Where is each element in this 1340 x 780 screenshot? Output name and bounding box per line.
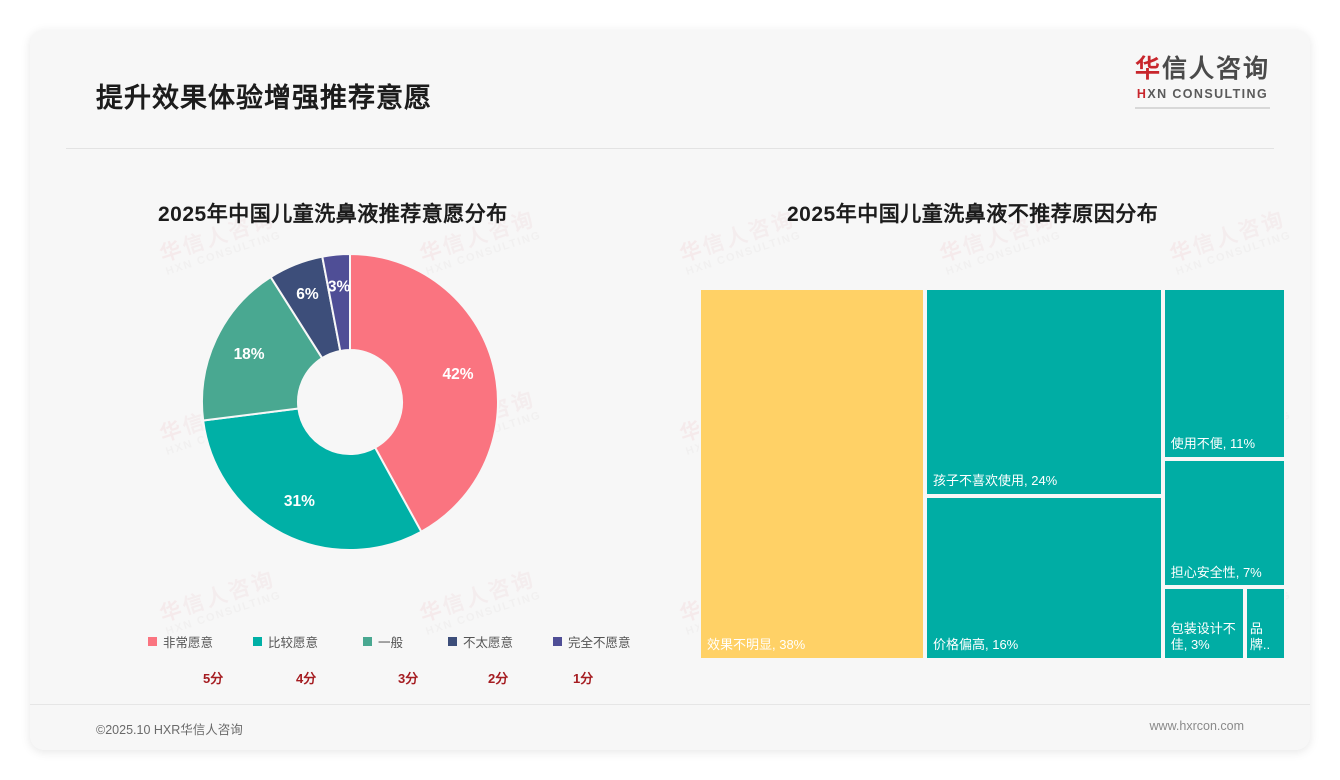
donut-slice[interactable] [321, 252, 351, 353]
reasons-treemap-chart: 效果不明显, 38% 孩子不喜欢使用, 24% 价格偏高, 16% 使用不便, 11%… [699, 288, 1286, 660]
page-title: 提升效果体验增强推荐意愿 [96, 83, 432, 113]
donut-label-group: 42% 31% 18% 6% 3% [234, 279, 474, 510]
treemap-cell-label: 价格偏高, 16% [932, 637, 1019, 653]
treemap-cell-label: 使用不便, 11% [1170, 436, 1255, 452]
score-label-0: 5分 [203, 671, 224, 686]
score-labels-row: 5分 4分 3分 2分 1分 [148, 668, 668, 694]
treemap-cell-label: 包装设计不佳, 3% [1170, 621, 1236, 653]
slide-canvas: 华信人咨询 HXN CONSULTING 华信人咨询 HXN CONSULTING 华信… [30, 30, 1310, 750]
score-label-4: 1分 [573, 671, 594, 686]
treemap-cell-label: 孩子不喜欢使用, 24% [932, 473, 1058, 489]
logo-english-rest: XN CONSULTING [1147, 86, 1269, 101]
legend-item-2[interactable]: 一般 [363, 632, 403, 651]
treemap-cell[interactable]: 包装设计不佳, 3% [1162, 587, 1245, 660]
header-divider [66, 148, 1274, 149]
donut-slice-group [201, 252, 499, 551]
footer-copyright: ©2025.10 HXR华信人咨询 [96, 723, 243, 737]
legend-item-3[interactable]: 不太愿意 [448, 632, 513, 651]
recommendation-donut-chart: 42% 31% 18% 6% 3% [200, 252, 500, 552]
treemap-cell[interactable]: 担心安全性, 7% [1162, 459, 1286, 588]
legend-item-4[interactable]: 完全不愿意 [553, 632, 631, 651]
left-chart-title: 2025年中国儿童洗鼻液推荐意愿分布 [158, 203, 508, 226]
donut-slice-label: 3% [328, 279, 351, 296]
legend-item-0[interactable]: 非常愿意 [148, 632, 213, 651]
left-chart-title-wrap: 2025年中国儿童洗鼻液推荐意愿分布 [158, 198, 508, 228]
legend-swatch-icon [448, 636, 457, 646]
logo-chinese-rest: 信人咨询 [1161, 55, 1270, 83]
treemap-cell[interactable]: 效果不明显, 38% [699, 288, 925, 660]
treemap-cell[interactable]: 使用不便, 11% [1162, 288, 1286, 460]
treemap-cell[interactable]: 孩子不喜欢使用, 24% [924, 288, 1163, 497]
score-label-1: 4分 [296, 671, 317, 686]
donut-slice-label: 18% [234, 346, 265, 363]
right-chart-title: 2025年中国儿童洗鼻液不推荐原因分布 [787, 203, 1159, 226]
legend-swatch-icon [253, 636, 262, 646]
score-label-3: 2分 [488, 671, 509, 686]
logo-chinese-red: 华 [1134, 55, 1162, 83]
treemap-cell[interactable]: 品牌.. [1244, 587, 1286, 660]
legend-item-1[interactable]: 比较愿意 [253, 632, 318, 651]
treemap-cell-label: 担心安全性, 7% [1170, 564, 1262, 580]
slide-header: 提升效果体验增强推荐意愿 华信人咨询 HXN CONSULTING [30, 30, 1310, 122]
legend-label: 完全不愿意 [568, 635, 631, 650]
treemap-cell-label: 品牌.. [1249, 621, 1271, 653]
donut-svg: 42% 31% 18% 6% 3% [201, 252, 499, 551]
legend-swatch-icon [363, 636, 372, 646]
legend-swatch-icon [553, 636, 562, 646]
logo-english-red: H [1136, 86, 1148, 101]
donut-legend: 非常愿意 比较愿意 一般 不太愿意 完全不愿意 [148, 628, 668, 654]
right-chart-title-wrap: 2025年中国儿童洗鼻液不推荐原因分布 [787, 198, 1158, 228]
legend-label: 比较愿意 [268, 635, 319, 650]
legend-label: 不太愿意 [463, 635, 514, 650]
treemap-cell-label: 效果不明显, 38% [707, 637, 806, 653]
donut-slice[interactable] [202, 407, 423, 551]
brand-logo: 华信人咨询 HXN CONSULTING [1134, 55, 1270, 109]
score-label-2: 3分 [398, 671, 419, 686]
slide-footer: ©2025.10 HXR华信人咨询 www.hxrcon.com [30, 704, 1310, 750]
footer-website: www.hxrcon.com [1149, 719, 1244, 733]
donut-slice-label: 31% [284, 493, 315, 510]
logo-english: HXN CONSULTING [1135, 87, 1270, 101]
treemap-cell[interactable]: 价格偏高, 16% [924, 496, 1163, 660]
donut-slice[interactable] [349, 252, 499, 534]
legend-swatch-icon [148, 636, 157, 646]
legend-label: 非常愿意 [163, 635, 214, 650]
donut-slice-label: 6% [296, 286, 319, 303]
logo-underline [1134, 106, 1270, 109]
logo-chinese: 华信人咨询 [1134, 55, 1270, 84]
legend-label: 一般 [378, 635, 404, 650]
donut-slice[interactable] [201, 275, 324, 422]
donut-slice-label: 42% [443, 366, 474, 383]
